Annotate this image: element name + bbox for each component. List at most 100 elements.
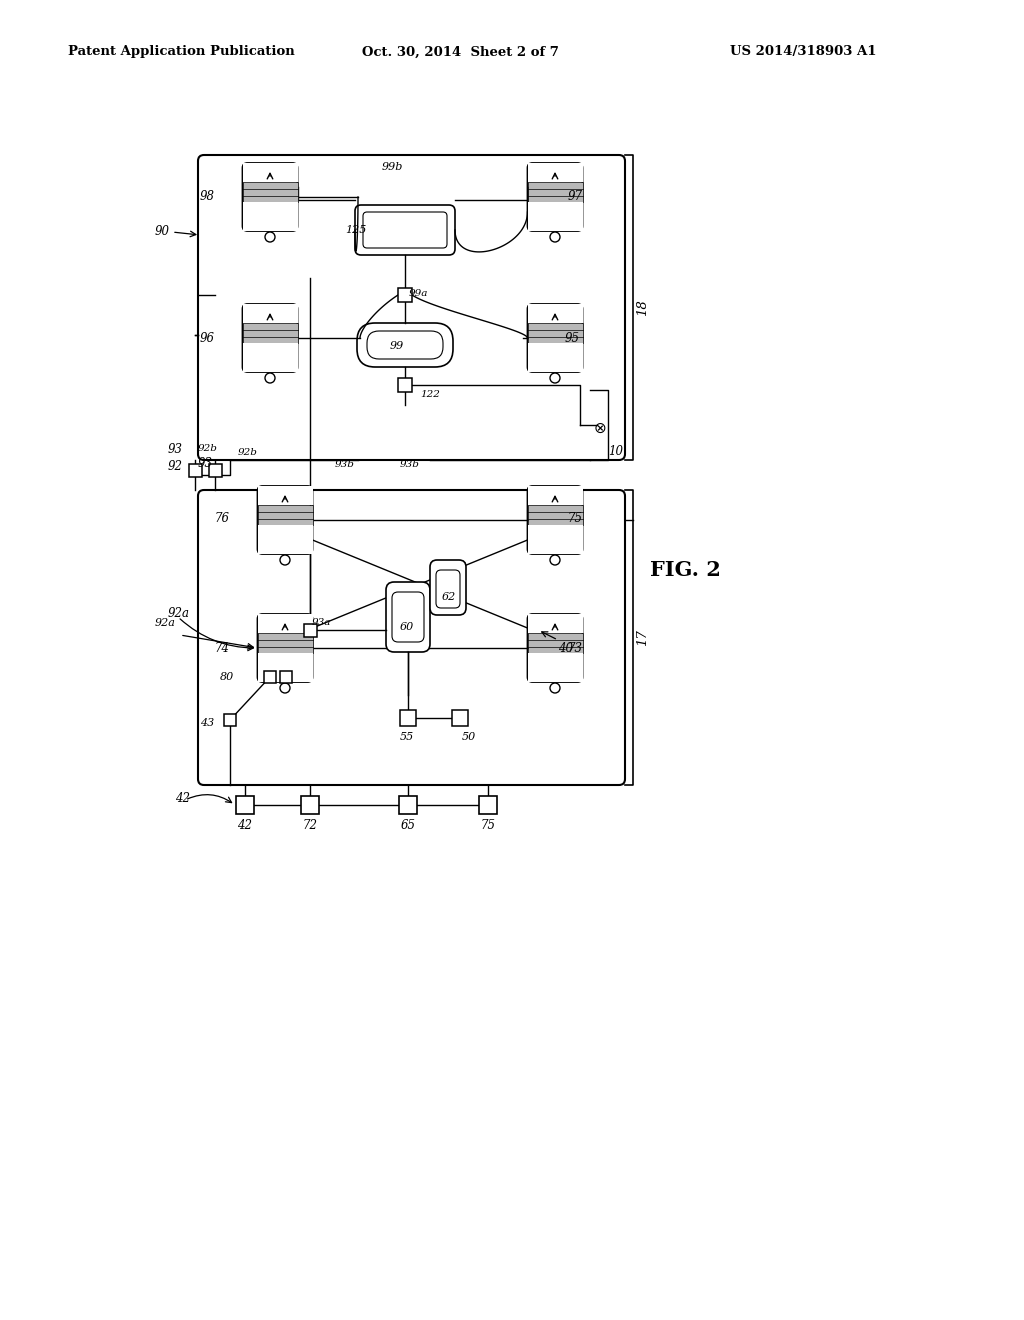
- Text: 55: 55: [400, 733, 415, 742]
- FancyBboxPatch shape: [479, 796, 497, 814]
- FancyBboxPatch shape: [367, 331, 443, 359]
- Text: 72: 72: [302, 818, 317, 832]
- Text: 92b: 92b: [238, 447, 258, 457]
- FancyBboxPatch shape: [527, 162, 583, 182]
- Text: Oct. 30, 2014  Sheet 2 of 7: Oct. 30, 2014 Sheet 2 of 7: [362, 45, 559, 58]
- Text: 42: 42: [238, 818, 253, 832]
- Text: 75: 75: [480, 818, 496, 832]
- FancyBboxPatch shape: [357, 323, 453, 367]
- FancyBboxPatch shape: [257, 653, 312, 682]
- Text: 76: 76: [215, 512, 230, 525]
- Text: 92a: 92a: [168, 607, 190, 620]
- Text: Patent Application Publication: Patent Application Publication: [68, 45, 295, 58]
- FancyBboxPatch shape: [243, 304, 298, 372]
- FancyBboxPatch shape: [257, 525, 312, 554]
- FancyBboxPatch shape: [188, 463, 202, 477]
- Text: 18: 18: [636, 300, 649, 315]
- FancyBboxPatch shape: [243, 202, 298, 231]
- Text: 92: 92: [168, 459, 183, 473]
- FancyBboxPatch shape: [243, 304, 298, 323]
- FancyBboxPatch shape: [527, 323, 583, 343]
- Text: ⊗: ⊗: [594, 421, 606, 436]
- FancyBboxPatch shape: [400, 710, 416, 726]
- FancyBboxPatch shape: [257, 614, 312, 634]
- Text: 99b: 99b: [382, 162, 403, 172]
- FancyBboxPatch shape: [527, 202, 583, 231]
- FancyBboxPatch shape: [224, 714, 236, 726]
- Text: 50: 50: [462, 733, 476, 742]
- FancyBboxPatch shape: [243, 182, 298, 202]
- Text: 73: 73: [568, 642, 583, 655]
- Text: 62: 62: [442, 591, 457, 602]
- FancyBboxPatch shape: [301, 796, 319, 814]
- Text: 80: 80: [220, 672, 234, 682]
- FancyBboxPatch shape: [257, 486, 312, 506]
- FancyBboxPatch shape: [527, 182, 583, 202]
- FancyBboxPatch shape: [527, 506, 583, 525]
- Text: 43: 43: [200, 718, 214, 729]
- FancyBboxPatch shape: [280, 671, 292, 682]
- FancyBboxPatch shape: [398, 288, 412, 302]
- FancyBboxPatch shape: [527, 486, 583, 506]
- FancyBboxPatch shape: [243, 323, 298, 343]
- Text: 97: 97: [568, 190, 583, 203]
- Text: 93b: 93b: [400, 459, 420, 469]
- FancyBboxPatch shape: [527, 614, 583, 634]
- Text: 65: 65: [400, 818, 416, 832]
- FancyBboxPatch shape: [264, 671, 276, 682]
- FancyBboxPatch shape: [527, 304, 583, 323]
- Text: 93: 93: [198, 457, 213, 470]
- FancyBboxPatch shape: [243, 162, 298, 182]
- FancyBboxPatch shape: [527, 486, 583, 554]
- Text: 99: 99: [390, 341, 404, 351]
- FancyBboxPatch shape: [355, 205, 455, 255]
- FancyBboxPatch shape: [198, 154, 625, 459]
- Text: 99a: 99a: [409, 289, 428, 297]
- Text: US 2014/318903 A1: US 2014/318903 A1: [730, 45, 877, 58]
- FancyBboxPatch shape: [527, 343, 583, 372]
- FancyBboxPatch shape: [527, 653, 583, 682]
- Text: 92b: 92b: [198, 444, 218, 453]
- Text: 90: 90: [155, 224, 170, 238]
- FancyBboxPatch shape: [243, 343, 298, 372]
- Text: 60: 60: [400, 622, 415, 632]
- Text: 17: 17: [636, 630, 649, 645]
- Text: FIG. 2: FIG. 2: [650, 560, 721, 579]
- Text: 75: 75: [568, 512, 583, 525]
- FancyBboxPatch shape: [236, 796, 254, 814]
- FancyBboxPatch shape: [527, 304, 583, 372]
- FancyBboxPatch shape: [436, 570, 460, 609]
- Text: 93b: 93b: [335, 459, 355, 469]
- FancyBboxPatch shape: [257, 506, 312, 525]
- FancyBboxPatch shape: [430, 560, 466, 615]
- FancyBboxPatch shape: [399, 796, 417, 814]
- FancyBboxPatch shape: [527, 614, 583, 682]
- FancyBboxPatch shape: [362, 213, 447, 248]
- FancyBboxPatch shape: [386, 582, 430, 652]
- FancyBboxPatch shape: [527, 162, 583, 231]
- Text: 96: 96: [200, 333, 215, 345]
- FancyBboxPatch shape: [243, 162, 298, 231]
- FancyBboxPatch shape: [392, 591, 424, 642]
- Text: 40: 40: [558, 642, 573, 655]
- FancyBboxPatch shape: [257, 614, 312, 682]
- Text: 42: 42: [175, 792, 190, 805]
- Text: 92a: 92a: [155, 618, 176, 628]
- Text: 10: 10: [608, 445, 623, 458]
- Text: 122: 122: [420, 389, 440, 399]
- Text: 93a: 93a: [312, 618, 332, 627]
- Text: 125: 125: [345, 224, 367, 235]
- FancyBboxPatch shape: [257, 634, 312, 653]
- FancyBboxPatch shape: [209, 463, 221, 477]
- FancyBboxPatch shape: [198, 490, 625, 785]
- FancyBboxPatch shape: [303, 623, 316, 636]
- Text: 74: 74: [215, 642, 230, 655]
- Text: 95: 95: [565, 333, 580, 345]
- FancyBboxPatch shape: [527, 634, 583, 653]
- FancyBboxPatch shape: [527, 525, 583, 554]
- FancyBboxPatch shape: [452, 710, 468, 726]
- Text: 93: 93: [168, 444, 183, 455]
- Text: 98: 98: [200, 190, 215, 203]
- FancyBboxPatch shape: [398, 378, 412, 392]
- FancyBboxPatch shape: [257, 486, 312, 554]
